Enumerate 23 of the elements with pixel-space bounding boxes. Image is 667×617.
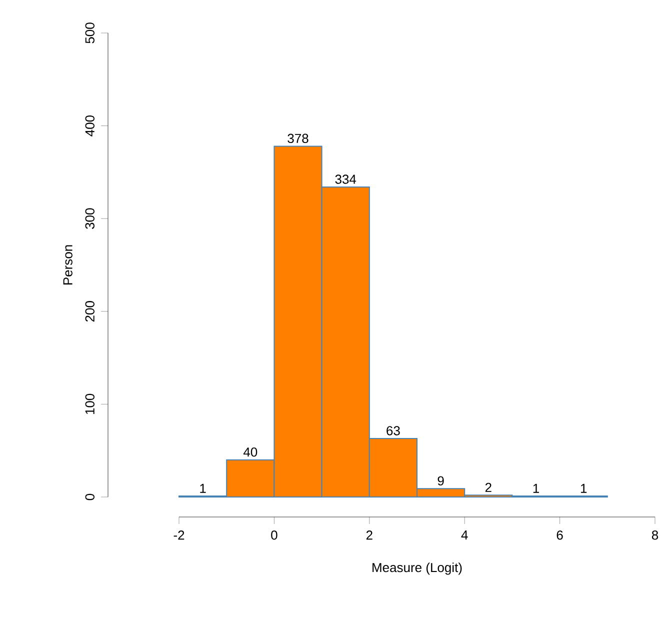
y-tick-label: 400	[85, 115, 94, 136]
y-tick-label: 300	[85, 208, 94, 229]
x-tick-label: 2	[366, 530, 372, 540]
y-tick-label: 100	[85, 394, 94, 414]
y-tick-label: 200	[85, 301, 94, 322]
data-label: 378	[288, 134, 308, 144]
data-label: 334	[335, 174, 356, 184]
y-axis-title: Person	[63, 245, 72, 285]
data-label: 63	[386, 426, 400, 436]
data-label: 9	[438, 476, 444, 486]
x-tick-label: 0	[271, 530, 278, 540]
x-tick-label: -2	[174, 530, 184, 540]
x-tick-label: 4	[461, 530, 468, 540]
y-tick-label: 500	[85, 22, 94, 44]
data-label: 1	[580, 484, 587, 493]
y-tick-label: 0	[85, 494, 94, 500]
data-label: 2	[485, 482, 492, 492]
x-tick-label: 6	[556, 530, 563, 540]
data-label: 40	[243, 447, 258, 457]
x-axis-title: Measure (Logit)	[372, 562, 462, 575]
data-label: 1	[533, 484, 539, 493]
data-label: 1	[200, 484, 206, 493]
x-tick-label: 8	[652, 530, 658, 540]
